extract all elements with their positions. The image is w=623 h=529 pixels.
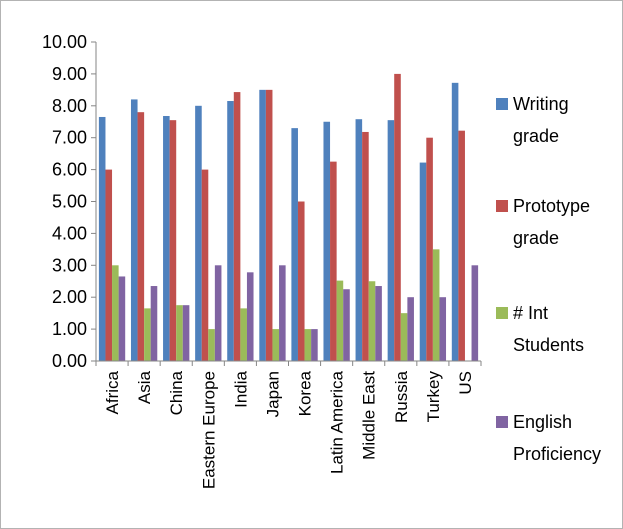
legend: Writing grade Prototype grade # Int Students E…: [496, 94, 601, 464]
bar-prototype-grade-japan: [265, 89, 273, 361]
y-tick-label: 2.00: [52, 287, 87, 307]
bar-writing-grade-china: [163, 116, 170, 361]
bar--int-students-japan: [272, 329, 280, 361]
y-tick-label: 7.00: [52, 128, 87, 148]
bar-prototype-grade-africa: [105, 169, 113, 361]
bar-prototype-grade-asia: [137, 112, 145, 362]
legend-label: Writing: [513, 94, 569, 114]
bar--int-students-russia: [400, 313, 408, 361]
x-tick-label: Africa: [103, 370, 122, 414]
legend-swatch: [496, 98, 508, 110]
bar-prototype-grade-korea: [297, 201, 305, 361]
bar-english-proficiency-africa: [118, 276, 126, 361]
y-tick-label: 3.00: [52, 255, 87, 275]
y-tick-label: 9.00: [52, 64, 87, 84]
bar-prototype-grade-middle-east: [362, 131, 369, 361]
bar--int-students-turkey: [432, 249, 440, 361]
x-tick-label: Asia: [135, 370, 154, 404]
bar-prototype-grade-china: [169, 120, 177, 361]
axes: [95, 42, 482, 366]
x-tick-label: Eastern Europe: [199, 371, 218, 489]
bar-english-proficiency-turkey: [439, 297, 447, 361]
y-tick-label: 5.00: [52, 192, 87, 212]
y-tick-label: 1.00: [52, 319, 87, 339]
x-tick-label: Korea: [296, 370, 315, 416]
bar-writing-grade-india: [227, 101, 234, 361]
x-tick-label: Japan: [263, 371, 282, 417]
bar--int-students-china: [176, 305, 183, 361]
bar-prototype-grade-us: [458, 130, 465, 361]
bar-english-proficiency-china: [182, 305, 190, 361]
bar-english-proficiency-india: [246, 272, 254, 361]
bar-writing-grade-middle-east: [355, 119, 363, 361]
legend-swatch: [496, 200, 508, 212]
bar-prototype-grade-latin-america: [330, 161, 337, 362]
bars: [98, 73, 479, 362]
bar-prototype-grade-india: [233, 92, 241, 361]
y-tick-label: 4.00: [52, 223, 87, 243]
legend-label: Students: [513, 335, 584, 355]
bar--int-students-eastern-europe: [208, 329, 215, 361]
bar-writing-grade-turkey: [419, 162, 427, 361]
bar-writing-grade-korea: [291, 128, 298, 361]
bar-english-proficiency-japan: [279, 265, 286, 361]
bar--int-students-middle-east: [368, 281, 376, 361]
x-axis-ticks: Africa Asia China Eastern Europe India Japan K…: [103, 370, 475, 489]
bar-writing-grade-africa: [98, 116, 106, 361]
legend-label: grade: [513, 228, 559, 248]
legend-label: Proficiency: [513, 444, 601, 464]
bar-writing-grade-latin-america: [323, 121, 331, 361]
bar-english-proficiency-middle-east: [375, 286, 382, 361]
bar-english-proficiency-asia: [150, 286, 158, 361]
legend-label: Prototype: [513, 196, 590, 216]
legend-swatch: [496, 307, 508, 319]
x-tick-label: Latin America: [328, 370, 347, 474]
bar-writing-grade-asia: [130, 99, 138, 362]
legend-label: # Int: [513, 303, 548, 323]
y-axis-ticks: 0.00 1.00 2.00 3.00 4.00 5.00 6.00 7.00 8.00 9.00…: [42, 32, 96, 371]
bar-writing-grade-us: [451, 82, 459, 361]
bar-english-proficiency-us: [471, 265, 479, 361]
bar-writing-grade-russia: [387, 120, 395, 361]
bar-english-proficiency-latin-america: [343, 289, 350, 361]
bar--int-students-korea: [304, 329, 312, 361]
y-tick-label: 8.00: [52, 96, 87, 116]
legend-swatch: [496, 416, 508, 428]
x-tick-label: Turkey: [424, 371, 443, 423]
legend-label: English: [513, 412, 572, 432]
bar-english-proficiency-russia: [407, 297, 414, 361]
x-tick-label: China: [167, 370, 186, 415]
bar--int-students-africa: [112, 265, 119, 361]
bar-writing-grade-japan: [259, 89, 266, 361]
y-tick-label: 10.00: [42, 32, 87, 52]
x-tick-label: US: [456, 371, 475, 395]
bar-writing-grade-eastern-europe: [195, 105, 202, 361]
y-tick-label: 0.00: [52, 351, 87, 371]
bar-prototype-grade-eastern-europe: [201, 169, 209, 361]
bar-english-proficiency-eastern-europe: [214, 265, 222, 361]
y-tick-label: 6.00: [52, 160, 87, 180]
bar-prototype-grade-turkey: [426, 137, 433, 361]
x-tick-label: Middle East: [360, 371, 379, 460]
bar--int-students-india: [240, 308, 247, 361]
bar--int-students-latin-america: [336, 280, 344, 361]
bar--int-students-asia: [144, 308, 151, 361]
x-tick-label: Russia: [392, 370, 411, 423]
legend-label: grade: [513, 126, 559, 146]
bar-prototype-grade-russia: [394, 73, 401, 362]
bar-english-proficiency-korea: [311, 329, 318, 361]
x-tick-label: India: [231, 370, 250, 407]
